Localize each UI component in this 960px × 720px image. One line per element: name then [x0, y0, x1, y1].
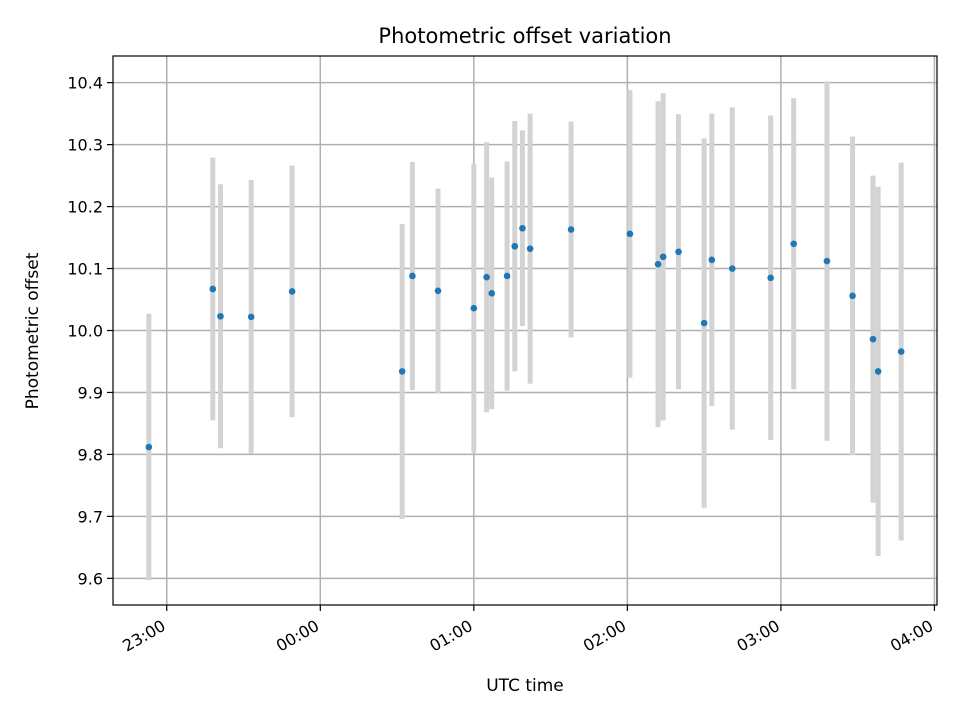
y-tick-label: 9.7 — [78, 507, 103, 526]
data-point — [409, 272, 416, 280]
data-point — [503, 272, 511, 280]
data-point — [398, 368, 406, 375]
data-point — [470, 304, 478, 312]
data-point — [849, 292, 856, 300]
data-point — [767, 274, 774, 282]
y-tick-label: 10.4 — [67, 74, 103, 93]
data-point — [145, 443, 153, 451]
y-tick-label: 10.2 — [67, 198, 103, 217]
data-point — [247, 313, 255, 321]
data-point — [209, 285, 217, 293]
data-point — [511, 242, 519, 250]
data-point — [659, 253, 667, 261]
data-point — [626, 230, 634, 238]
y-tick-label: 9.9 — [78, 383, 103, 402]
data-point — [288, 288, 296, 295]
data-point — [869, 335, 877, 343]
data-point — [728, 265, 736, 272]
y-tick-label: 10.0 — [67, 322, 103, 341]
data-point — [897, 348, 905, 355]
data-point — [567, 226, 575, 233]
data-point — [217, 312, 224, 320]
data-point — [708, 256, 716, 264]
data-point — [519, 224, 526, 232]
data-points — [145, 224, 905, 451]
chart-title: Photometric offset variation — [378, 24, 671, 48]
data-point — [483, 273, 490, 281]
data-point — [823, 257, 831, 265]
data-point — [874, 368, 882, 375]
data-point — [790, 240, 797, 248]
y-tick-label: 10.3 — [67, 136, 103, 155]
y-tick-label: 9.8 — [78, 445, 103, 464]
y-tick-label: 10.1 — [67, 260, 103, 279]
data-point — [675, 248, 682, 256]
y-axis-ticks: 9.6 9.7 9.8 9.9 10.0 10.1 10.2 10.3 10.4 — [67, 74, 113, 588]
data-point — [526, 245, 534, 253]
data-point — [434, 287, 442, 295]
data-point — [488, 290, 496, 297]
y-axis-label: Photometric offset — [23, 252, 43, 409]
x-axis-label: UTC time — [486, 676, 564, 696]
data-point — [654, 260, 662, 268]
y-tick-label: 9.6 — [78, 569, 103, 588]
data-point — [700, 319, 708, 327]
